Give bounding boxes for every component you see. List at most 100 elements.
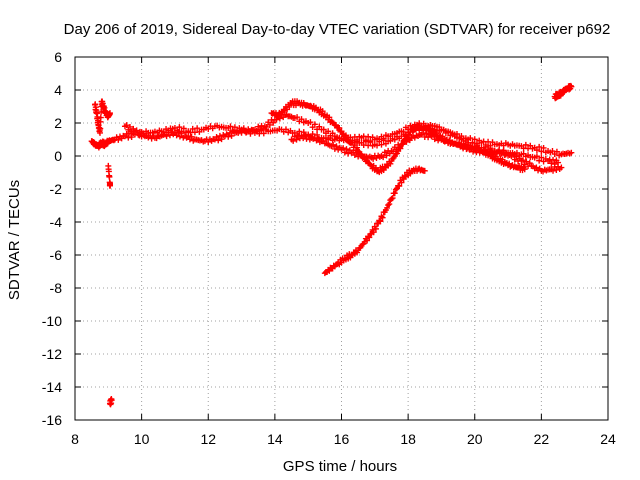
data-point [533, 153, 540, 160]
data-point [263, 123, 270, 130]
data-point [336, 124, 343, 131]
data-point [392, 186, 399, 193]
data-point [475, 145, 482, 152]
data-point [345, 150, 352, 157]
data-point [445, 128, 452, 135]
y-tick-label: -10 [42, 313, 62, 329]
data-point [396, 183, 403, 190]
data-point [538, 154, 545, 161]
data-point [390, 148, 397, 155]
data-point [431, 136, 438, 143]
y-tick-label: -2 [50, 181, 63, 197]
y-tick-label: -14 [42, 379, 62, 395]
data-point [433, 132, 440, 139]
data-point [314, 131, 321, 138]
data-point [389, 195, 396, 202]
data-point [372, 225, 379, 232]
data-point [270, 119, 277, 126]
x-tick-label: 16 [334, 431, 350, 447]
data-point [440, 126, 447, 133]
data-point [319, 108, 326, 115]
y-tick-label: 4 [54, 82, 62, 98]
data-point [305, 132, 312, 139]
x-tick-label: 20 [467, 431, 483, 447]
grid-layer [75, 57, 608, 420]
data-point [420, 129, 427, 136]
data-point [353, 149, 360, 156]
data-point [326, 114, 333, 121]
data-point [97, 114, 104, 121]
data-point [320, 126, 327, 133]
y-tick-label: -8 [50, 280, 63, 296]
data-point [298, 116, 305, 123]
y-tick-label: -16 [42, 412, 62, 428]
data-point [391, 190, 398, 197]
data-point [380, 137, 387, 144]
data-point [379, 214, 386, 221]
data-point [406, 131, 413, 138]
data-point [215, 137, 222, 144]
data-point [213, 133, 220, 140]
data-point [136, 128, 143, 135]
x-tick-label: 12 [200, 431, 216, 447]
data-point [227, 123, 234, 130]
data-point [166, 132, 173, 139]
data-point [173, 132, 180, 139]
data-point [189, 125, 196, 132]
ticks-layer: 8 10 12 14 16 18 20 22 24-16-14-12-10-8-6-4-2024… [42, 49, 616, 447]
data-point [398, 179, 405, 186]
x-tick-label: 24 [600, 431, 616, 447]
data-point [383, 152, 390, 159]
y-tick-label: -12 [42, 346, 62, 362]
y-tick-label: 0 [54, 148, 62, 164]
data-point [523, 158, 530, 165]
x-tick-label: 18 [400, 431, 416, 447]
data-point [423, 130, 430, 137]
data-point [522, 141, 529, 148]
data-point [384, 204, 391, 211]
data-point [430, 131, 437, 138]
x-axis-title: GPS time / hours [283, 458, 397, 475]
y-tick-label: -4 [50, 214, 63, 230]
data-point [282, 126, 289, 133]
data-point [538, 148, 545, 155]
data-point [115, 136, 122, 143]
y-tick-label: 6 [54, 49, 62, 65]
data-point [343, 146, 350, 153]
data-point [106, 110, 113, 117]
x-tick-label: 14 [267, 431, 283, 447]
data-point [180, 125, 187, 132]
data-point [540, 144, 547, 151]
data-point [461, 142, 468, 149]
data-point [335, 260, 342, 267]
data-point [431, 122, 438, 129]
data-point [386, 201, 393, 208]
data-point [341, 149, 348, 156]
data-point [225, 133, 232, 140]
data-point [260, 130, 267, 137]
data-point [435, 137, 442, 144]
data-point [427, 122, 434, 129]
data-point [228, 132, 235, 139]
series-track-h [551, 82, 575, 102]
data-point [385, 202, 392, 209]
data-point [286, 103, 293, 110]
data-point [333, 143, 340, 150]
data-point [307, 119, 314, 126]
x-tick-label: 10 [134, 431, 150, 447]
y-tick-label: -6 [50, 247, 63, 263]
data-point [381, 149, 388, 156]
data-point [421, 167, 428, 174]
data-point [370, 155, 377, 162]
data-point [568, 149, 575, 156]
series-track-d [288, 129, 565, 175]
data-point [128, 134, 135, 141]
data-point [266, 121, 273, 128]
data-point [106, 182, 113, 189]
data-point [550, 167, 557, 174]
data-point [520, 157, 527, 164]
data-point [315, 135, 322, 142]
data-point [253, 127, 260, 134]
series-track-b [121, 111, 562, 168]
